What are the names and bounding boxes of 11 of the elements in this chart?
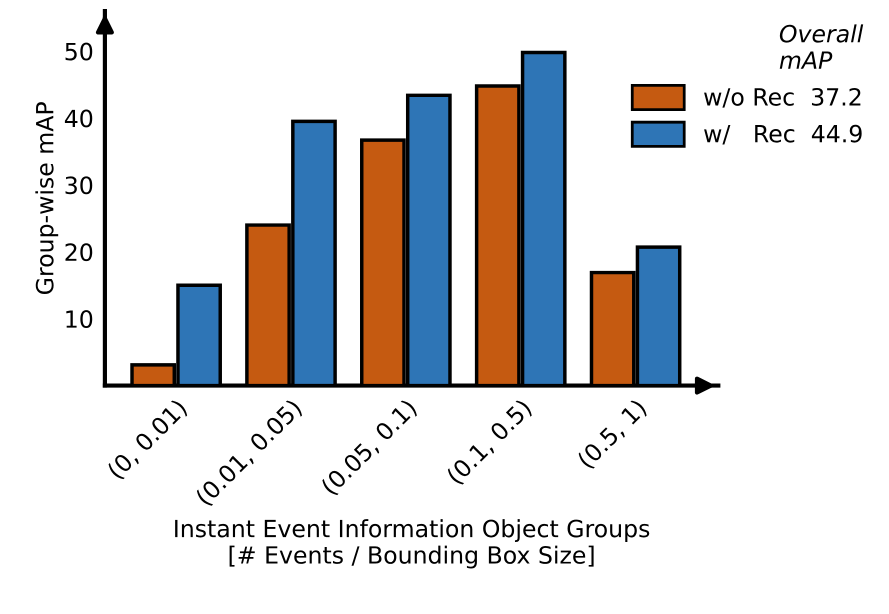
y-tick-label: 50 [66, 42, 92, 60]
x-axis-title: Instant Event Information Object Groups [# Events / Bounding Box Size] [175, 519, 650, 568]
y-tick-label: 40 [64, 110, 92, 128]
legend-label: w/ Rec 44.9 [704, 124, 862, 144]
y-tick-label: 20 [65, 243, 92, 262]
x-tick-label: (0.1, 0.5) [445, 398, 534, 487]
y-axis-title: Group-wise mAP [35, 102, 58, 294]
y-tick-label: 10 [66, 310, 92, 328]
legend-label: w/o Rec 37.2 [704, 88, 860, 108]
y-tick-label: 30 [66, 176, 92, 194]
legend-title: Overall mAP [780, 24, 864, 69]
